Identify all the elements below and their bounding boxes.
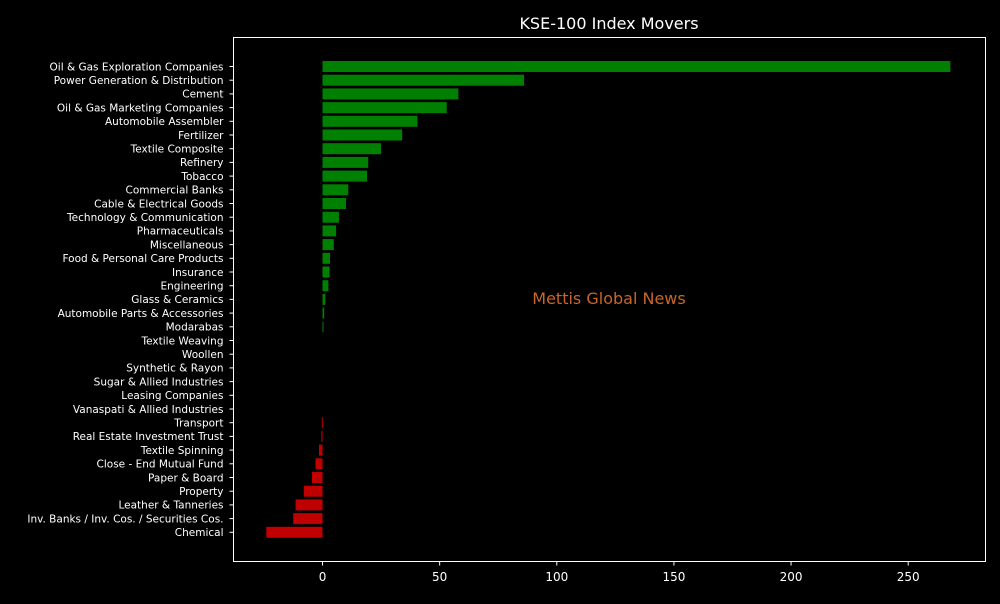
x-tick-label-100: 100 (545, 570, 568, 584)
chart-title: KSE-100 Index Movers (519, 14, 698, 33)
bar-pharmaceuticals (322, 225, 337, 237)
y-tick-label-synthetic-rayon: Synthetic & Rayon (126, 363, 223, 375)
bar-miscellaneous (322, 239, 334, 251)
bar-close-end-mutual-fund (315, 458, 323, 470)
bar-cable-electrical-goods (322, 198, 346, 209)
y-tick-label-automobile-assembler: Automobile Assembler (105, 116, 224, 128)
y-tick-label-glass-ceramics: Glass & Ceramics (131, 294, 223, 306)
bar-property (303, 485, 323, 497)
y-tick-label-food-personal-care-products: Food & Personal Care Products (62, 253, 223, 265)
y-tick-label-cement: Cement (182, 89, 223, 101)
y-tick-label-close-end-mutual-fund: Close - End Mutual Fund (97, 459, 224, 471)
y-tick-label-textile-weaving: Textile Weaving (141, 335, 224, 347)
y-tick-label-tobacco: Tobacco (180, 171, 223, 183)
bar-chemical (266, 526, 323, 538)
bar-real-estate-investment-trust (321, 430, 323, 442)
y-tick-label-sugar-allied-industries: Sugar & Allied Industries (94, 376, 224, 388)
bars-layer (266, 61, 951, 538)
bar-cement (322, 88, 459, 100)
y-tick-label-vanaspati-allied-industries: Vanaspati & Allied Industries (73, 404, 224, 416)
y-tick-label-engineering: Engineering (161, 281, 224, 293)
bar-automobile-parts-accessories (322, 307, 325, 319)
bar-oil-gas-exploration-companies (322, 61, 951, 72)
x-axis-ticks: 0 50 100 150 200 250 (319, 561, 920, 584)
x-tick-label-150: 150 (662, 570, 685, 584)
y-tick-label-pharmaceuticals: Pharmaceuticals (137, 226, 224, 238)
y-tick-label-paper-board: Paper & Board (148, 472, 223, 484)
y-tick-label-transport: Transport (173, 418, 223, 430)
y-tick-label-modarabas: Modarabas (166, 322, 224, 334)
bar-technology-communication (322, 211, 339, 223)
bar-automobile-assembler (322, 115, 418, 127)
y-tick-label-property: Property (179, 486, 223, 498)
y-tick-label-leasing-companies: Leasing Companies (121, 390, 223, 402)
y-tick-label-insurance: Insurance (172, 267, 224, 279)
x-tick-label-0: 0 (319, 570, 327, 584)
bar-tobacco (322, 170, 368, 182)
y-tick-label-oil-gas-marketing-companies: Oil & Gas Marketing Companies (57, 102, 224, 114)
y-tick-label-textile-spinning: Textile Spinning (140, 445, 224, 457)
y-tick-labels: Oil & Gas Exploration Companies Power Gen… (27, 61, 234, 539)
y-tick-label-chemical: Chemical (175, 527, 224, 539)
watermark-text: Mettis Global News (532, 289, 685, 308)
y-tick-label-automobile-parts-accessories: Automobile Parts & Accessories (58, 308, 224, 320)
y-tick-label-commercial-banks: Commercial Banks (126, 185, 224, 197)
bar-food-personal-care-products (322, 252, 331, 264)
y-tick-label-fertilizer: Fertilizer (178, 130, 224, 142)
bar-insurance (322, 266, 330, 278)
y-tick-label-inv-banks-inv-cos-securities-cos: Inv. Banks / Inv. Cos. / Securities Cos. (27, 513, 223, 525)
bar-modarabas (322, 321, 324, 333)
y-tick-label-woollen: Woollen (182, 349, 224, 361)
y-tick-label-power-generation-distribution: Power Generation & Distribution (54, 75, 224, 87)
y-tick-label-leather-tanneries: Leather & Tanneries (118, 500, 223, 512)
bar-paper-board (311, 472, 323, 483)
y-tick-label-technology-communication: Technology & Communication (66, 212, 223, 224)
bar-textile-spinning (319, 444, 323, 456)
x-tick-label-50: 50 (432, 570, 447, 584)
y-tick-label-textile-composite: Textile Composite (130, 144, 224, 156)
bar-commercial-banks (322, 184, 349, 196)
bar-transport (321, 417, 323, 429)
bar-glass-ceramics (322, 293, 326, 305)
bar-inv-banks-inv-cos-securities-cos (293, 513, 323, 525)
bar-engineering (322, 280, 329, 292)
bar-oil-gas-marketing-companies (322, 102, 447, 114)
bar-fertilizer (322, 129, 403, 141)
bar-textile-composite (322, 143, 382, 155)
y-tick-label-miscellaneous: Miscellaneous (150, 239, 224, 251)
x-tick-label-250: 250 (897, 570, 920, 584)
y-tick-label-oil-gas-exploration-companies: Oil & Gas Exploration Companies (50, 61, 224, 73)
bar-leather-tanneries (295, 499, 323, 511)
y-tick-label-real-estate-investment-trust: Real Estate Investment Trust (73, 431, 224, 443)
x-tick-label-200: 200 (780, 570, 803, 584)
y-tick-label-refinery: Refinery (180, 157, 224, 169)
bar-refinery (322, 156, 369, 168)
y-tick-label-cable-electrical-goods: Cable & Electrical Goods (94, 198, 223, 210)
bar-power-generation-distribution (322, 74, 524, 86)
